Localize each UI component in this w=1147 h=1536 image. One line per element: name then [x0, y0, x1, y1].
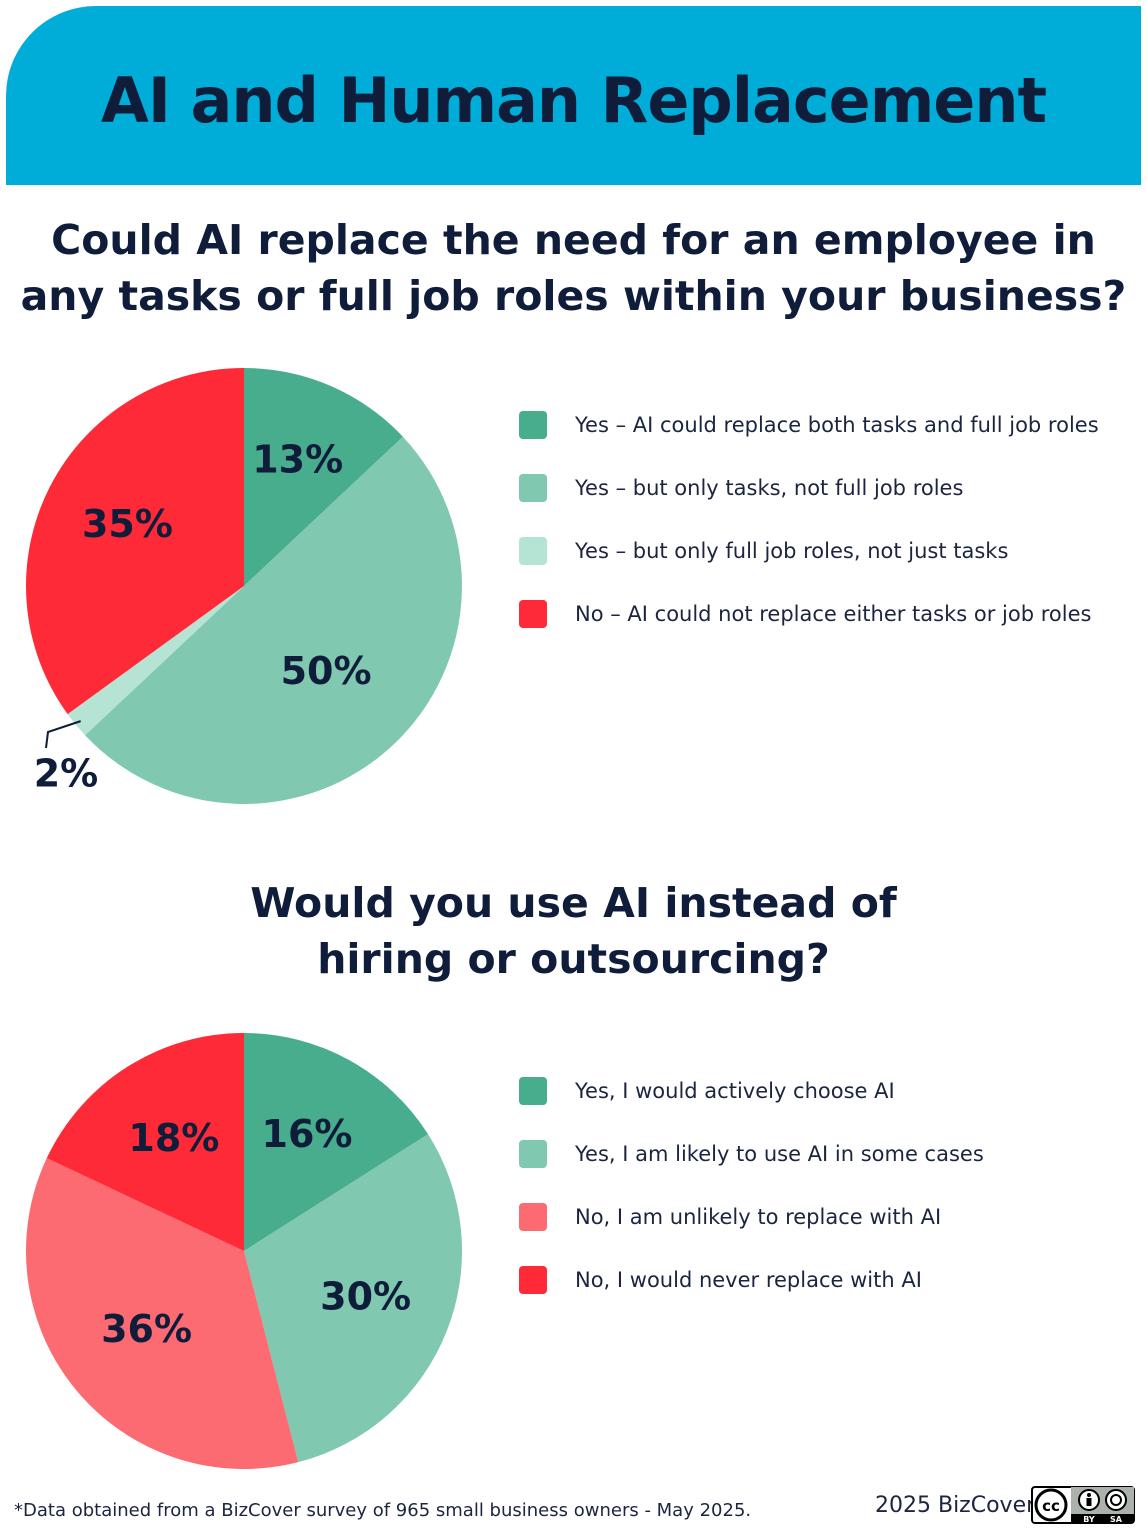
pie-chart-2: 16% 30% 36% 18%	[26, 1033, 462, 1469]
legend-1-item-3: Yes – but only full job roles, not just …	[519, 536, 1099, 565]
question-1-title: Could AI replace the need for an employe…	[0, 212, 1147, 324]
question-1-title-line-1: Could AI replace the need for an employe…	[51, 216, 1096, 264]
pie-2-data-label-3: 36%	[101, 1307, 192, 1351]
question-2-title-line-1: Would you use AI instead of	[250, 879, 897, 927]
legend-1: Yes – AI could replace both tasks and fu…	[519, 410, 1099, 662]
legend-label: Yes – but only tasks, not full job roles	[575, 475, 964, 500]
pie-1-data-label-1: 13%	[252, 437, 343, 481]
pie-1-leader-line-3	[45, 720, 81, 749]
creative-commons-icon[interactable]: cc BY SA	[1031, 1486, 1135, 1524]
attribution-icon-body	[1086, 1498, 1092, 1506]
pie-2-data-label-2: 30%	[320, 1275, 411, 1319]
footnote: *Data obtained from a BizCover survey of…	[14, 1500, 752, 1521]
pie-2-data-label-1: 16%	[262, 1112, 353, 1156]
question-2-title: Would you use AI instead of hiring or ou…	[0, 875, 1147, 987]
legend-swatch	[519, 1202, 547, 1231]
share-alike-icon-arc	[1110, 1494, 1122, 1506]
attribution-icon-head	[1087, 1493, 1091, 1497]
pie-1-slice-4	[25, 368, 244, 715]
pie-1-data-label-3: 2%	[34, 752, 99, 796]
pie-1-slice-1	[244, 368, 403, 586]
cc-badge-label-band	[1071, 1514, 1134, 1523]
page-title: AI and Human Replacement	[100, 64, 1047, 137]
cc-logo-icon	[1034, 1488, 1068, 1522]
question-2-title-line-2: hiring or outsourcing?	[317, 935, 830, 983]
cc-sa-label: SA	[1110, 1515, 1123, 1524]
pie-chart-1: 13% 50% 2% 35%	[25, 368, 462, 804]
pie-1-data-label-2: 50%	[281, 649, 372, 693]
legend-label: Yes – AI could replace both tasks and fu…	[575, 412, 1099, 437]
pie-2-slice-3	[26, 1158, 299, 1469]
legend-1-item-2: Yes – but only tasks, not full job roles	[519, 473, 1099, 502]
legend-swatch	[519, 536, 547, 565]
legend-swatch	[519, 1076, 547, 1105]
cc-by-label: BY	[1083, 1515, 1095, 1524]
pie-1-data-label-4: 35%	[82, 502, 173, 546]
legend-swatch	[519, 599, 547, 628]
legend-swatch	[519, 410, 547, 439]
question-1-title-line-2: any tasks or full job roles within your …	[20, 272, 1127, 320]
legend-2-item-1: Yes, I would actively choose AI	[519, 1076, 984, 1105]
pie-1-slice-2	[85, 436, 462, 804]
legend-label: Yes, I am likely to use AI in some cases	[575, 1141, 984, 1166]
legend-2-item-4: No, I would never replace with AI	[519, 1265, 984, 1294]
legend-1-item-4: No – AI could not replace either tasks o…	[519, 599, 1099, 628]
share-alike-icon	[1105, 1489, 1127, 1511]
legend-swatch	[519, 473, 547, 502]
legend-label: Yes, I would actively choose AI	[575, 1078, 895, 1103]
pie-2-data-label-4: 18%	[128, 1116, 219, 1160]
legend-2: Yes, I would actively choose AI Yes, I am…	[519, 1076, 984, 1328]
pie-2-slice-1	[244, 1033, 429, 1251]
legend-2-item-2: Yes, I am likely to use AI in some cases	[519, 1139, 984, 1168]
header-banner: AI and Human Replacement	[6, 6, 1141, 185]
legend-label: No, I would never replace with AI	[575, 1267, 922, 1292]
pie-2-slice-4	[46, 1033, 244, 1251]
pie-1-slice-3	[67, 586, 244, 736]
legend-label: Yes – but only full job roles, not just …	[575, 538, 1009, 563]
legend-label: No – AI could not replace either tasks o…	[575, 601, 1092, 626]
legend-swatch	[519, 1139, 547, 1168]
copyright-text: 2025 BizCover	[875, 1493, 1036, 1518]
legend-1-item-1: Yes – AI could replace both tasks and fu…	[519, 410, 1099, 439]
legend-label: No, I am unlikely to replace with AI	[575, 1204, 942, 1229]
legend-swatch	[519, 1265, 547, 1294]
cc-logo-text: cc	[1042, 1497, 1060, 1515]
legend-2-item-3: No, I am unlikely to replace with AI	[519, 1202, 984, 1231]
pie-2-slice-2	[244, 1134, 462, 1463]
